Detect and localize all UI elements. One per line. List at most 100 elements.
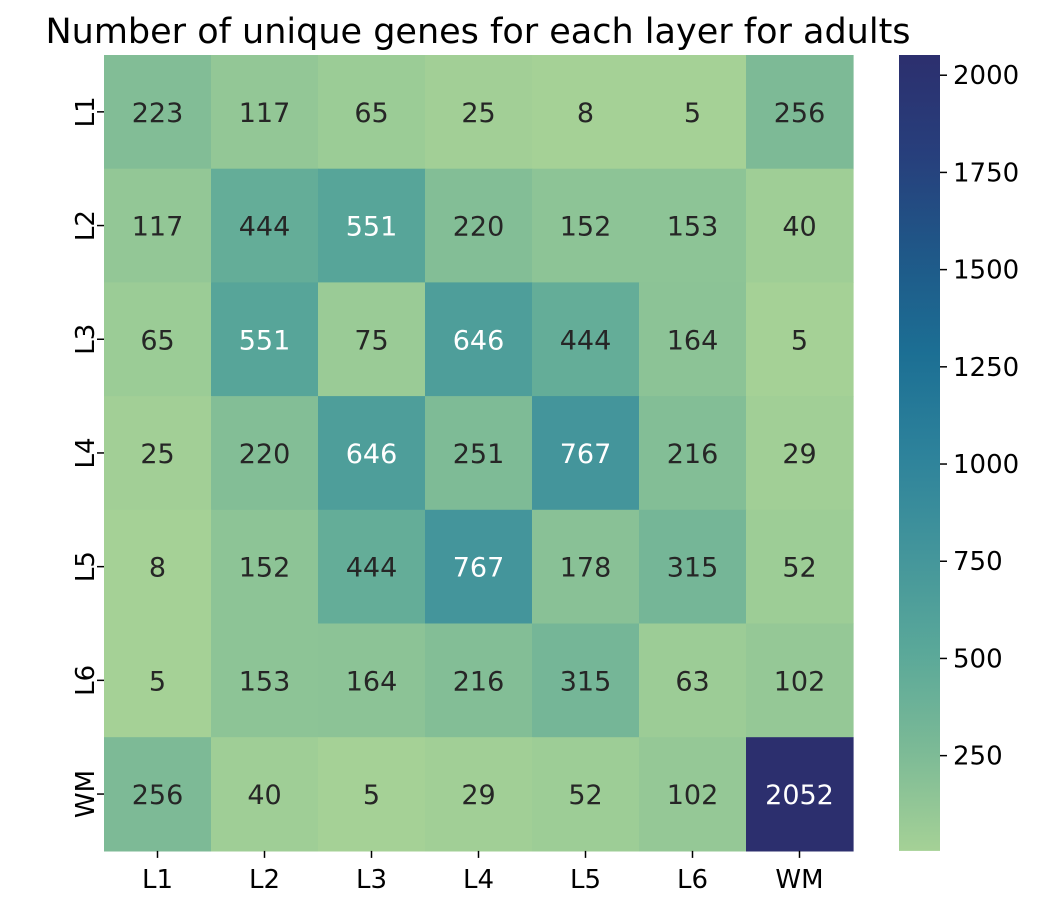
y-tick-label: WM xyxy=(71,770,101,818)
cell-value-label: 5 xyxy=(363,780,380,811)
heatmap-cell xyxy=(746,282,854,397)
heatmap-cell xyxy=(425,623,533,738)
y-tick-label: L1 xyxy=(71,96,101,127)
heatmap-cell xyxy=(746,168,854,283)
heatmap-cell xyxy=(104,737,212,852)
heatmap-cell xyxy=(425,282,533,397)
heatmap-cell xyxy=(532,168,640,283)
cell-value-label: 5 xyxy=(791,325,808,356)
heatmap-cell xyxy=(639,509,747,625)
heatmap-cell xyxy=(318,623,426,738)
cell-value-label: 220 xyxy=(239,439,291,470)
cell-value-label: 2052 xyxy=(765,780,834,811)
cell-value-label: 5 xyxy=(149,666,166,697)
heatmap-cell xyxy=(746,55,854,170)
heatmap-cell xyxy=(746,396,854,511)
cell-value-label: 25 xyxy=(140,439,174,470)
cell-value-label: 8 xyxy=(149,553,166,584)
y-tick-label: L6 xyxy=(71,665,101,696)
heatmap-cell xyxy=(532,509,640,625)
cell-value-label: 52 xyxy=(782,553,816,584)
heatmap-cell xyxy=(104,282,212,397)
heatmap-cell xyxy=(211,168,319,283)
y-tick-label: L5 xyxy=(71,551,101,582)
heatmap-cell xyxy=(425,55,533,170)
cell-value-label: 223 xyxy=(132,98,184,129)
heatmap-cell xyxy=(746,509,854,625)
heatmap-cell xyxy=(746,737,854,852)
y-axis-ticks: L1 L2 L3 L4 L5 L6 WM xyxy=(71,96,104,818)
cell-value-label: 52 xyxy=(568,780,602,811)
cell-value-label: 315 xyxy=(667,553,719,584)
x-tick-label: L2 xyxy=(249,865,280,895)
heatmap-cell xyxy=(425,396,533,511)
heatmap-cell xyxy=(639,168,747,283)
heatmap-cell xyxy=(211,55,319,170)
heatmap-cell xyxy=(746,623,854,738)
heatmap-cell xyxy=(318,55,426,170)
cell-value-label: 102 xyxy=(667,780,719,811)
cell-value-label: 444 xyxy=(239,212,291,243)
heatmap-cell xyxy=(211,737,319,852)
cell-value-label: 117 xyxy=(132,212,184,243)
cell-value-label: 178 xyxy=(560,553,612,584)
x-tick-label: L3 xyxy=(356,865,387,895)
x-tick-label: L4 xyxy=(463,865,494,895)
cell-value-label: 40 xyxy=(247,780,281,811)
heatmap-cell xyxy=(211,623,319,738)
cell-value-label: 5 xyxy=(684,98,701,129)
cell-value-label: 315 xyxy=(560,666,612,697)
colorbar-tick-label: 500 xyxy=(953,644,1003,674)
y-tick-label: L4 xyxy=(71,437,101,468)
x-tick-label: WM xyxy=(775,865,823,895)
cell-value-label: 220 xyxy=(453,212,505,243)
x-tick-label: L5 xyxy=(570,865,601,895)
cell-value-label: 153 xyxy=(239,666,291,697)
cell-value-label: 152 xyxy=(239,553,291,584)
heatmap-cell xyxy=(211,509,319,625)
colorbar xyxy=(899,55,940,851)
y-tick-label: L2 xyxy=(71,210,101,241)
cell-value-label: 256 xyxy=(774,98,826,129)
cell-value-label: 551 xyxy=(239,325,291,356)
cell-value-label: 8 xyxy=(577,98,594,129)
heatmap-cell xyxy=(425,737,533,852)
x-axis-ticks: L1 L2 L3 L4 L5 L6 WM xyxy=(142,850,824,895)
heatmap-cell xyxy=(104,396,212,511)
heatmap-cell xyxy=(639,282,747,397)
cell-value-label: 646 xyxy=(453,325,505,356)
cell-value-label: 65 xyxy=(140,325,174,356)
colorbar-ticks: 250 500 750 1000 1250 1500 1750 2000 xyxy=(940,61,1019,772)
heatmap-cell xyxy=(532,55,640,170)
heatmap-cell xyxy=(104,168,212,283)
cell-value-label: 25 xyxy=(461,98,495,129)
x-tick-label: L6 xyxy=(677,865,708,895)
colorbar-tick-label: 1750 xyxy=(953,158,1019,188)
heatmap-cell xyxy=(639,737,747,852)
cell-value-label: 767 xyxy=(560,439,612,470)
heatmap-cell xyxy=(425,168,533,283)
heatmap-cell xyxy=(104,55,212,170)
heatmap-cell xyxy=(318,509,426,625)
cell-value-label: 152 xyxy=(560,212,612,243)
cell-value-label: 40 xyxy=(782,212,816,243)
cell-value-label: 164 xyxy=(667,325,719,356)
cell-value-label: 164 xyxy=(346,666,398,697)
colorbar-tick-label: 2000 xyxy=(953,61,1019,91)
cell-value-label: 29 xyxy=(782,439,816,470)
x-tick-label: L1 xyxy=(142,865,173,895)
heatmap-cell xyxy=(318,282,426,397)
cell-value-label: 256 xyxy=(132,780,184,811)
heatmap-cell xyxy=(104,509,212,625)
heatmap-cell xyxy=(318,737,426,852)
cell-value-label: 63 xyxy=(675,666,709,697)
heatmap-cell xyxy=(318,396,426,511)
chart-title: Number of unique genes for each layer fo… xyxy=(45,12,910,52)
heatmap-cell xyxy=(532,282,640,397)
cell-value-label: 102 xyxy=(774,666,826,697)
heatmap-cell xyxy=(639,396,747,511)
heatmap-cell xyxy=(211,396,319,511)
heatmap-cell xyxy=(532,737,640,852)
heatmap-cell xyxy=(532,396,640,511)
